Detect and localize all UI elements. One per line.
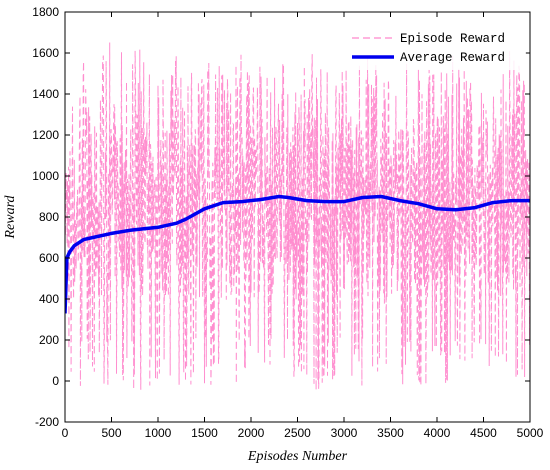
y-tick-label: 1600 xyxy=(32,46,59,60)
legend-episode-label: Episode Reward xyxy=(400,32,505,46)
y-tick-label: -200 xyxy=(35,415,59,429)
x-tick-label: 1000 xyxy=(145,426,172,440)
legend-average-label: Average Reward xyxy=(400,51,505,65)
x-tick-label: 1500 xyxy=(191,426,218,440)
average-reward-line xyxy=(65,194,530,314)
y-tick-label: 1800 xyxy=(32,5,59,19)
y-tick-label: 0 xyxy=(52,374,59,388)
x-tick-label: 500 xyxy=(101,426,121,440)
y-tick-label: 1000 xyxy=(32,169,59,183)
y-tick-label: 1200 xyxy=(32,128,59,142)
y-tick-label: 1400 xyxy=(32,87,59,101)
y-tick-label: 400 xyxy=(39,292,59,306)
episode-reward-line xyxy=(65,42,530,391)
x-tick-label: 3500 xyxy=(377,426,404,440)
x-tick-label: 2500 xyxy=(284,426,311,440)
x-axis-title: Episodes Number xyxy=(247,449,348,464)
x-tick-label: 4000 xyxy=(424,426,451,440)
x-tick-label: 5000 xyxy=(517,426,544,440)
y-tick-label: 600 xyxy=(39,251,59,265)
x-tick-label: 3000 xyxy=(331,426,358,440)
y-tick-label: 800 xyxy=(39,210,59,224)
x-tick-label: 0 xyxy=(62,426,69,440)
legend: Episode Reward Average Reward xyxy=(346,26,526,70)
legend-background xyxy=(346,26,526,70)
y-axis-title: Reward xyxy=(3,194,18,239)
x-tick-label: 4500 xyxy=(470,426,497,440)
x-tick-label: 2000 xyxy=(238,426,265,440)
y-tick-label: 200 xyxy=(39,333,59,347)
